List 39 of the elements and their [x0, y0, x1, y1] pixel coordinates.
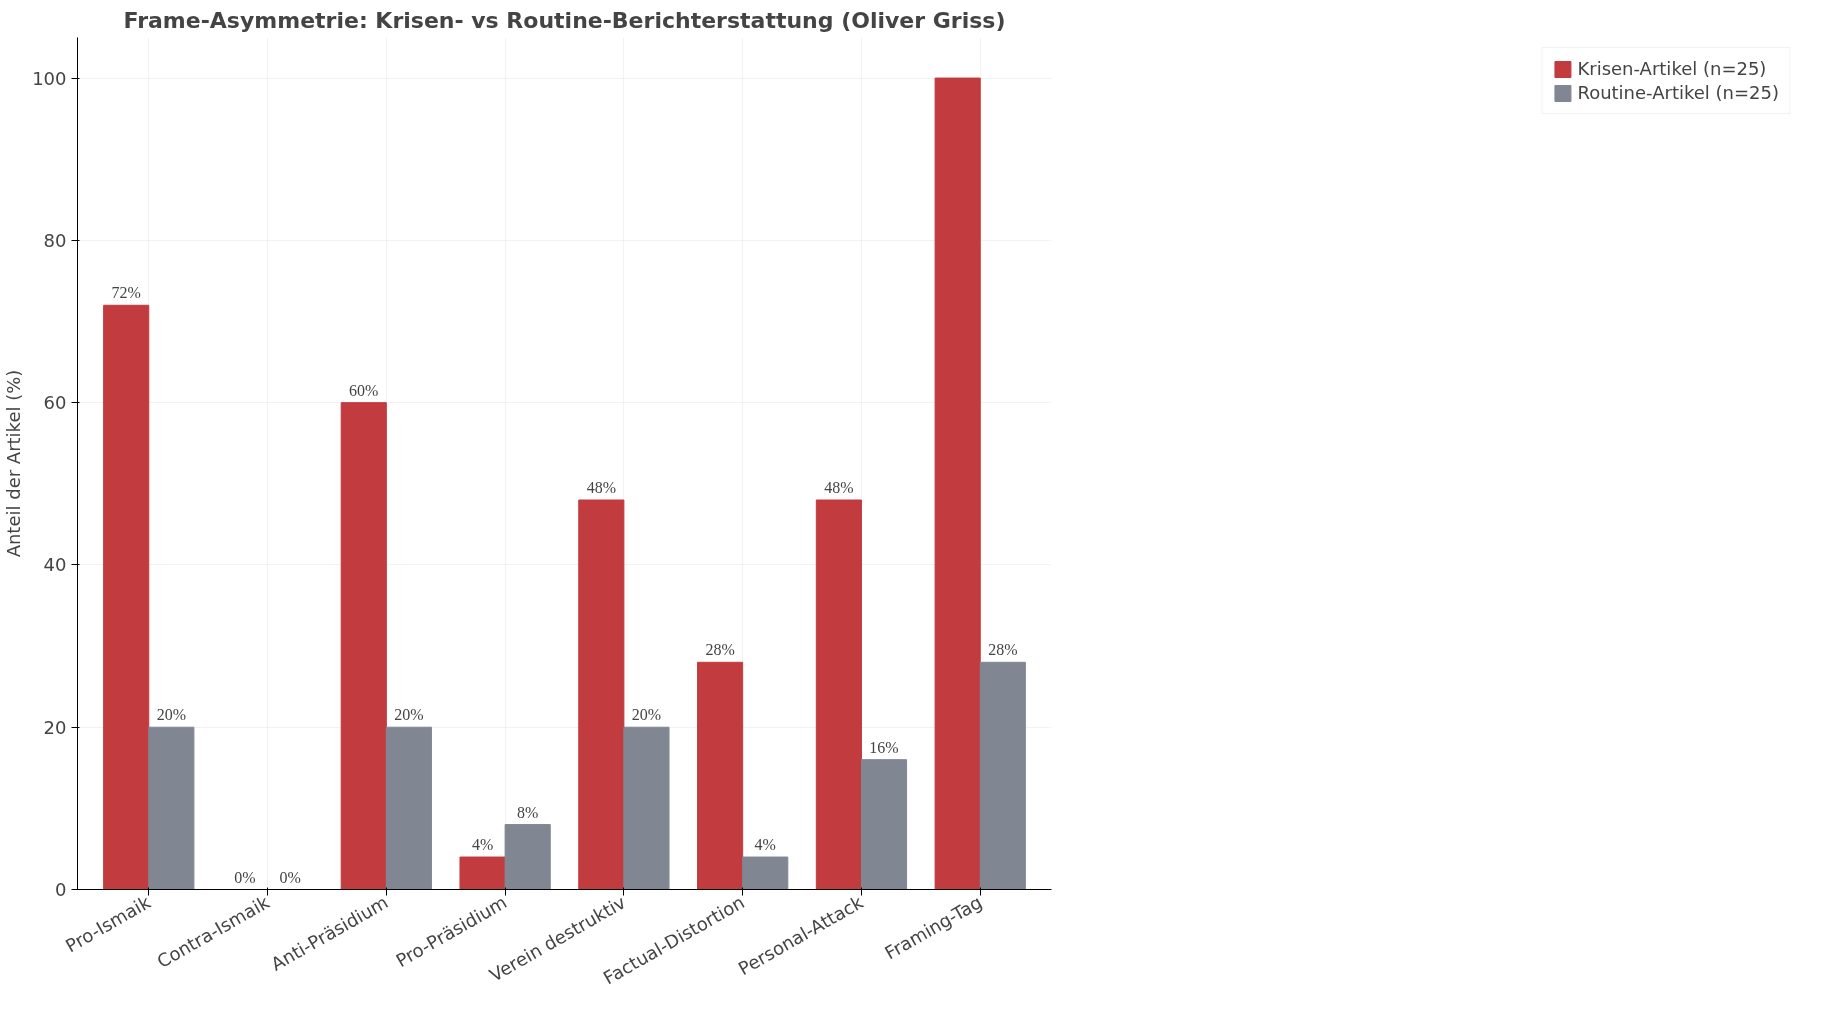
bar: [504, 824, 551, 890]
bar: [860, 759, 908, 890]
bar: [385, 726, 432, 890]
data-label: 0%: [279, 868, 301, 886]
data-label: 20%: [156, 706, 186, 724]
data-label: 8%: [517, 803, 539, 821]
data-label: 4%: [471, 836, 494, 854]
data-label: 16%: [869, 738, 899, 756]
y-tick-label: 80: [43, 229, 67, 251]
bar: [815, 499, 862, 890]
legend-label: Routine-Artikel (n=25): [1577, 82, 1779, 103]
bar: [934, 77, 981, 890]
data-label: 60%: [349, 381, 379, 399]
bar: [697, 661, 744, 890]
bar: [459, 856, 506, 890]
bar: [340, 402, 387, 890]
data-label: 4%: [754, 836, 776, 854]
data-label: 20%: [394, 706, 424, 724]
data-label: 0%: [234, 868, 256, 886]
chart-title: Frame-Asymmetrie: Krisen- vs Routine-Berichterstattung (Oliver Griss): [123, 7, 1006, 33]
bar: [578, 499, 625, 890]
data-label: 20%: [631, 706, 662, 724]
y-axis-title: Anteil der Artikel (%): [3, 369, 25, 558]
legend-label: Krisen-Artikel (n=25): [1577, 58, 1767, 79]
bar: [742, 856, 789, 890]
data-label: 28%: [705, 641, 735, 659]
data-label: 72%: [111, 284, 141, 302]
bar: [103, 304, 150, 890]
bar: [148, 726, 195, 890]
bar: [623, 726, 670, 890]
y-tick-label: 20: [43, 716, 67, 738]
data-label: 28%: [988, 641, 1018, 659]
data-label: 48%: [586, 479, 616, 497]
y-tick-label: 0: [55, 879, 67, 900]
y-tick-label: 40: [43, 554, 67, 576]
y-tick-label: 60: [43, 392, 67, 414]
data-label: 48%: [824, 479, 854, 497]
bar: [979, 661, 1026, 890]
y-tick-label: 100: [32, 67, 67, 89]
